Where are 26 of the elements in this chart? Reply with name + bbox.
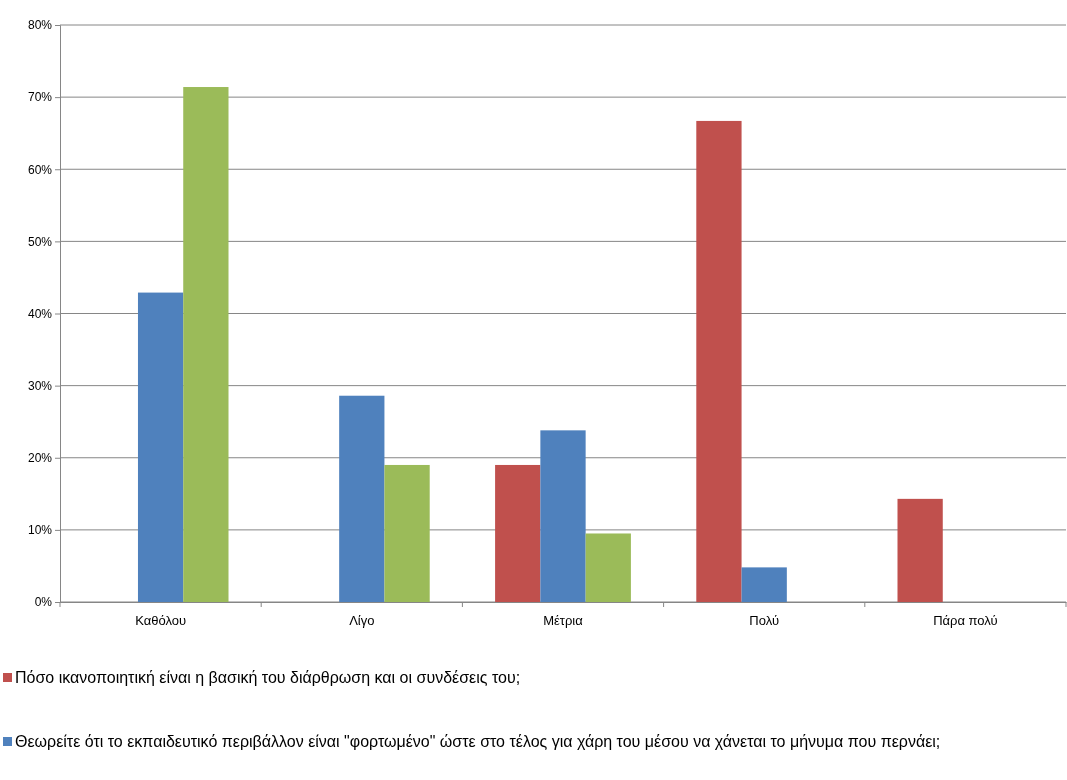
x-tick-label: Πολύ <box>749 613 780 629</box>
bar <box>897 498 943 602</box>
bar <box>696 120 742 602</box>
y-tick-label: 10% <box>27 523 53 538</box>
y-tick-label: 80% <box>27 18 53 33</box>
y-tick-label: 60% <box>27 162 53 177</box>
bar <box>137 292 184 602</box>
x-tick-label: Μέτρια <box>543 613 584 629</box>
x-tick-label: Λίγο <box>349 613 375 629</box>
bar <box>183 87 229 602</box>
bar <box>540 430 586 602</box>
bar <box>741 567 787 602</box>
legend-label: Θεωρείτε ότι το εκπαιδευτικό περιβάλλον είναι "φορτωμένο" ώστε στο τέλος για χάρη του μέσου να χάνεται το μήνυμα που περνάει; <box>15 733 941 750</box>
x-tick-label: Καθόλου <box>135 613 187 629</box>
y-tick-label: 40% <box>27 306 53 321</box>
y-tick-label: 20% <box>27 451 53 466</box>
bar <box>585 533 631 602</box>
x-tick-label: Πάρα πολύ <box>933 613 998 629</box>
bar <box>339 395 385 602</box>
bar <box>495 464 541 602</box>
bar <box>384 464 430 602</box>
y-tick-label: 50% <box>27 234 53 249</box>
legend-label: Πόσο ικανοποιητική είναι η βασική του διάρθρωση και οι συνδέσεις του; <box>15 669 521 686</box>
y-tick-label: 30% <box>27 378 53 393</box>
y-tick-label: 0% <box>34 595 53 610</box>
y-tick-label: 70% <box>27 90 53 105</box>
